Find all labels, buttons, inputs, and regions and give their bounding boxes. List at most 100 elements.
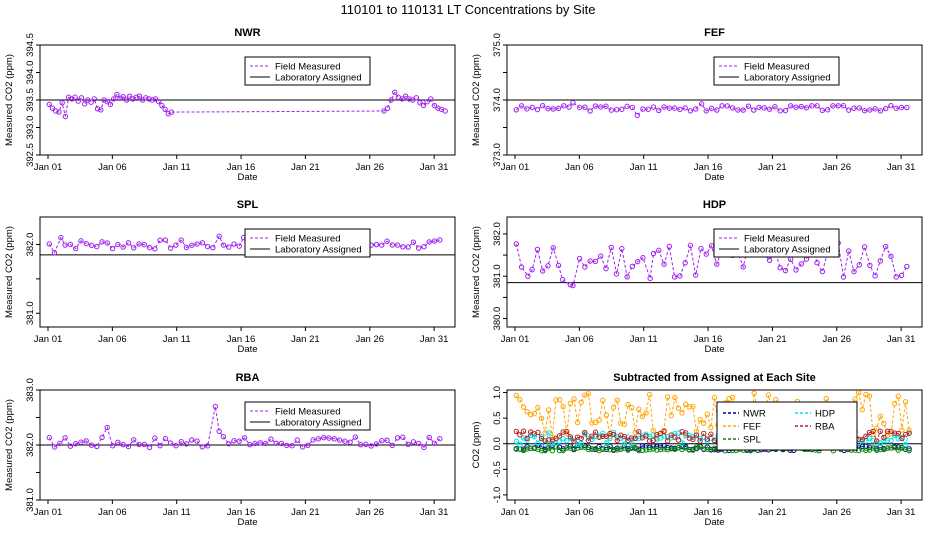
spl-point — [556, 447, 563, 454]
y-axis-label: Measured CO2 (ppm) — [471, 226, 482, 318]
field-point — [570, 282, 576, 289]
spl-point — [661, 446, 667, 452]
fef-point — [621, 421, 628, 428]
field-point — [273, 440, 279, 447]
panel-title: NWR — [234, 27, 260, 39]
field-point — [352, 434, 359, 440]
hdp-point — [564, 438, 570, 444]
field-point — [766, 106, 773, 112]
fef-point — [773, 396, 779, 403]
field-point — [740, 107, 746, 113]
field-point — [708, 105, 715, 112]
x-tick-label: Jan 21 — [291, 334, 320, 345]
x-tick-label: Jan 16 — [227, 334, 256, 345]
rba-point — [589, 433, 595, 439]
field-point — [91, 96, 98, 102]
field-point — [109, 443, 116, 449]
x-tick-label: Jan 01 — [501, 334, 530, 345]
fef-point — [567, 400, 574, 407]
field-point — [284, 442, 290, 449]
field-point — [83, 438, 89, 444]
field-point — [226, 244, 232, 250]
field-point — [671, 105, 678, 111]
x-tick-label: Jan 26 — [356, 162, 385, 173]
x-tick-label: Jan 06 — [565, 162, 594, 173]
y-axis-label: Measured CO2 (ppm) — [471, 54, 482, 146]
x-tick-label: Jan 21 — [758, 162, 787, 173]
field-point — [698, 245, 704, 252]
field-point — [67, 241, 74, 248]
rba-point — [524, 435, 530, 442]
field-point — [114, 91, 120, 98]
field-point — [539, 268, 546, 274]
field-point — [115, 241, 121, 248]
field-point — [687, 108, 694, 114]
field-point — [216, 233, 222, 239]
y-tick-label: 381.0 — [25, 488, 36, 512]
field-point — [561, 103, 567, 109]
rba-point — [538, 435, 545, 442]
hdp-point — [888, 437, 894, 444]
field-point — [582, 264, 588, 270]
field-point — [136, 93, 143, 99]
rba-point — [906, 430, 912, 436]
field-point — [693, 106, 699, 112]
figure-title: 110101 to 110131 LT Concentrations by Si… — [341, 2, 596, 17]
fef-point — [632, 429, 638, 436]
field-point — [431, 238, 438, 244]
field-point — [152, 435, 158, 441]
field-point — [173, 242, 179, 248]
y-tick-label: 0.0 — [492, 437, 503, 450]
field-point — [241, 435, 248, 441]
spl-point — [650, 446, 656, 452]
field-point — [872, 106, 878, 112]
rba-point — [697, 438, 703, 444]
fef-point — [596, 417, 602, 423]
field-point — [394, 435, 401, 441]
field-point — [677, 106, 683, 113]
spl-point — [632, 444, 638, 451]
field-point — [406, 96, 412, 102]
field-point — [46, 434, 52, 441]
field-point — [415, 440, 422, 447]
spl-point — [700, 446, 707, 452]
panel-title: FEF — [704, 27, 725, 39]
hdp-point — [542, 441, 548, 447]
field-point — [682, 105, 688, 111]
hdp-point — [546, 430, 552, 436]
field-point — [363, 441, 369, 448]
field-point — [608, 244, 614, 251]
field-point — [882, 105, 889, 112]
field-point — [867, 262, 873, 269]
field-point — [289, 442, 295, 449]
rba-point — [596, 434, 602, 440]
panel-rba: RBA Jan 01 Jan 06 Jan 11 Jan 16 Jan 21 Jan 26 J… — [4, 372, 456, 528]
field-point — [400, 434, 406, 440]
field-point — [624, 274, 630, 280]
field-point — [534, 246, 541, 253]
field-point — [645, 106, 651, 112]
field-point — [104, 424, 110, 431]
rba-point — [603, 433, 610, 440]
fef-point — [668, 412, 674, 419]
x-tick-label: Jan 11 — [163, 162, 191, 173]
legend-label: Laboratory Assigned — [744, 73, 831, 84]
spl-point — [574, 445, 581, 451]
field-point — [420, 102, 427, 109]
nwr-point — [535, 442, 541, 449]
field-point — [405, 441, 411, 448]
x-tick-label: Jan 06 — [98, 334, 127, 345]
field-point — [178, 237, 184, 243]
y-tick-label: 394.0 — [25, 61, 36, 85]
field-point — [204, 443, 211, 449]
field-point — [194, 241, 200, 247]
field-point — [51, 250, 58, 256]
spl-point — [708, 446, 714, 453]
x-tick-label: Jan 31 — [420, 507, 449, 518]
hdp-point — [621, 441, 628, 447]
field-point — [120, 244, 126, 250]
nwr-point — [657, 443, 664, 449]
field-point — [320, 434, 327, 441]
